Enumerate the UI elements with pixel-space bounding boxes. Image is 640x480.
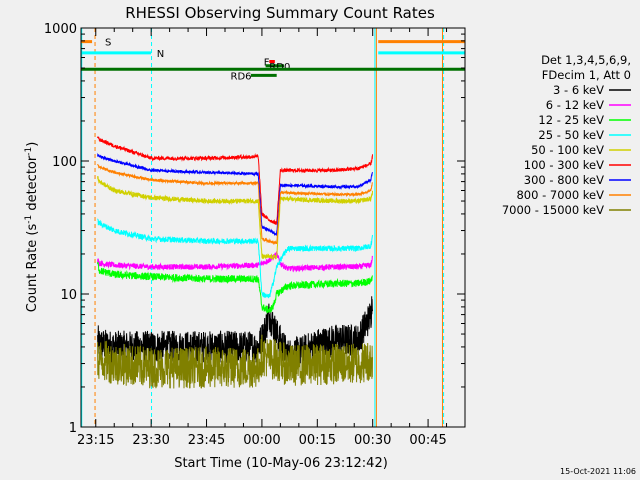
x-tick-label-1: 23:30 — [132, 433, 169, 448]
legend-label-2: 12 - 25 keV — [538, 113, 604, 127]
series-line-1 — [97, 251, 373, 273]
flag-label-2: N — [157, 49, 164, 60]
series-line-4 — [97, 176, 373, 261]
series-line-6 — [97, 152, 373, 236]
series-line-7 — [97, 163, 373, 246]
legend-label-0: 3 - 6 keV — [553, 83, 604, 97]
legend-label-4: 50 - 100 keV — [531, 143, 604, 157]
series-line-8 — [97, 334, 373, 389]
y-tick-label-1: 10 — [60, 288, 77, 303]
legend-label-3: 25 - 50 keV — [538, 128, 604, 142]
x-tick-label-5: 00:30 — [354, 433, 391, 448]
legend-header-1: FDecim 1, Att 0 — [542, 68, 631, 82]
legend-header-0: Det 1,3,4,5,6,9, — [541, 53, 631, 67]
legend: Det 1,3,4,5,6,9,FDecim 1, Att 03 - 6 keV… — [502, 53, 631, 217]
flag-label-0: S — [105, 38, 111, 49]
x-tick-label-0: 23:15 — [77, 433, 114, 448]
x-tick-label-2: 23:45 — [188, 433, 225, 448]
flag-label-7: RD6 — [231, 71, 252, 82]
series-line-2 — [97, 261, 373, 314]
y-axis-label-part-1: Count Rate (s — [25, 224, 40, 313]
x-tick-label-6: 00:45 — [409, 433, 446, 448]
y-tick-label-0: 1 — [69, 421, 77, 436]
axis-ticks: 1 10 100 1000 23:15 23:30 23:45 00:00 00:15 00:30… — [44, 22, 465, 448]
legend-label-1: 6 - 12 keV — [546, 98, 604, 112]
y-axis-label: Count Rate (s-1 detector-1) — [24, 142, 40, 313]
flag-label-4: F — [264, 57, 270, 68]
y-tick-label-3: 1000 — [44, 22, 77, 37]
x-tick-label-3: 00:00 — [243, 433, 280, 448]
footer-timestamp: 15-Oct-2021 11:06 — [560, 467, 636, 476]
legend-label-7: 800 - 7000 keV — [516, 188, 604, 202]
y-tick-label-2: 100 — [52, 155, 77, 170]
chart-title: RHESSI Observing Summary Count Rates — [125, 4, 435, 22]
y-axis-label-sup-1: -1 — [24, 215, 34, 224]
legend-label-6: 300 - 800 keV — [524, 173, 604, 187]
series-line-0 — [97, 296, 373, 364]
plot-frame — [80, 27, 466, 428]
legend-label-8: 7000 - 15000 keV — [502, 203, 604, 217]
y-axis-label-sup-2: -1 — [24, 147, 34, 156]
y-axis-label-part-2: detector — [25, 155, 40, 215]
y-axis-label-part-3: ) — [25, 142, 40, 147]
data-layer: S N F RD0 RD6 — [81, 28, 465, 427]
x-axis-label: Start Time (10-May-06 23:12:42) — [174, 456, 388, 471]
legend-label-5: 100 - 300 keV — [524, 158, 604, 172]
x-tick-label-4: 00:15 — [299, 433, 336, 448]
series-line-3 — [97, 218, 373, 299]
flag-label-5: RD0 — [269, 62, 290, 73]
series-line-5 — [97, 136, 373, 225]
